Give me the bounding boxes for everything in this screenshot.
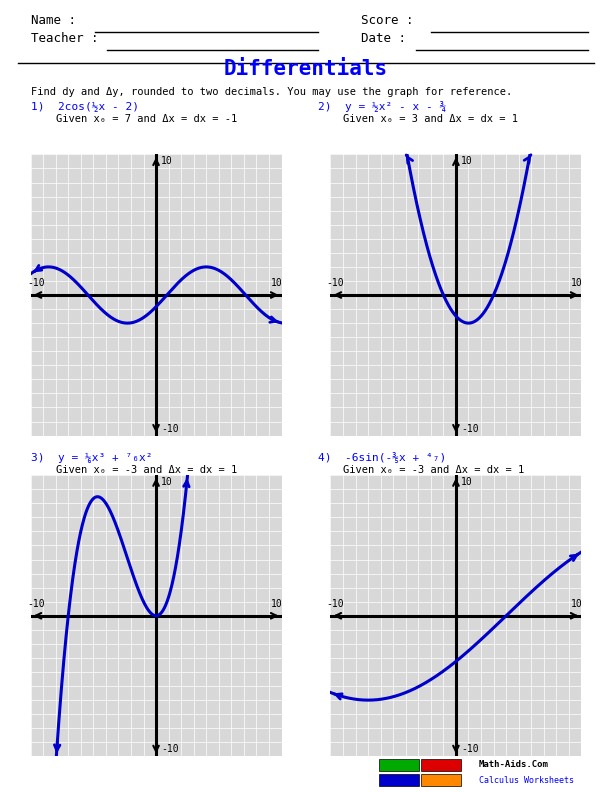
Text: 4)  -6sin(-⅗x + ⁴₇): 4) -6sin(-⅗x + ⁴₇) — [318, 452, 447, 463]
Text: 2)  y = ½x² - x - ¾: 2) y = ½x² - x - ¾ — [318, 101, 447, 112]
Text: 10: 10 — [461, 157, 472, 166]
Bar — [379, 759, 419, 771]
Text: 3)  y = ⅙x³ + ⁷₆x²: 3) y = ⅙x³ + ⁷₆x² — [31, 453, 152, 463]
Text: -10: -10 — [27, 278, 45, 288]
Text: -10: -10 — [27, 599, 45, 609]
Text: Given x₀ = -3 and Δx = dx = 1: Given x₀ = -3 and Δx = dx = 1 — [31, 465, 237, 475]
Text: 1)  2cos(½x - 2): 1) 2cos(½x - 2) — [31, 102, 138, 112]
Text: Differentials: Differentials — [224, 59, 388, 79]
Bar — [421, 775, 461, 786]
Text: 10: 10 — [570, 278, 582, 288]
Text: -10: -10 — [327, 278, 345, 288]
Text: 10: 10 — [161, 157, 173, 166]
Text: -10: -10 — [461, 744, 479, 754]
Text: 10: 10 — [570, 599, 582, 609]
Text: 10: 10 — [461, 478, 472, 487]
Text: 10: 10 — [271, 278, 282, 288]
Text: Teacher :: Teacher : — [31, 32, 98, 45]
Bar — [421, 759, 461, 771]
Text: -10: -10 — [461, 424, 479, 433]
Bar — [379, 775, 419, 786]
Text: Name :: Name : — [31, 14, 76, 27]
Text: 10: 10 — [161, 478, 173, 487]
Text: -10: -10 — [161, 424, 179, 433]
Text: -10: -10 — [327, 599, 345, 609]
Text: Math-Aids.Com: Math-Aids.Com — [479, 760, 548, 769]
Text: -10: -10 — [161, 744, 179, 754]
Text: Find dy and Δy, rounded to two decimals. You may use the graph for reference.: Find dy and Δy, rounded to two decimals.… — [31, 87, 512, 97]
Text: Date :: Date : — [361, 32, 406, 45]
Text: Given x₀ = 7 and Δx = dx = -1: Given x₀ = 7 and Δx = dx = -1 — [31, 114, 237, 124]
Text: Score :: Score : — [361, 14, 414, 27]
Text: Calculus Worksheets: Calculus Worksheets — [479, 775, 573, 785]
Text: 10: 10 — [271, 599, 282, 609]
Text: Given x₀ = -3 and Δx = dx = 1: Given x₀ = -3 and Δx = dx = 1 — [318, 465, 524, 475]
Text: Given x₀ = 3 and Δx = dx = 1: Given x₀ = 3 and Δx = dx = 1 — [318, 114, 518, 124]
